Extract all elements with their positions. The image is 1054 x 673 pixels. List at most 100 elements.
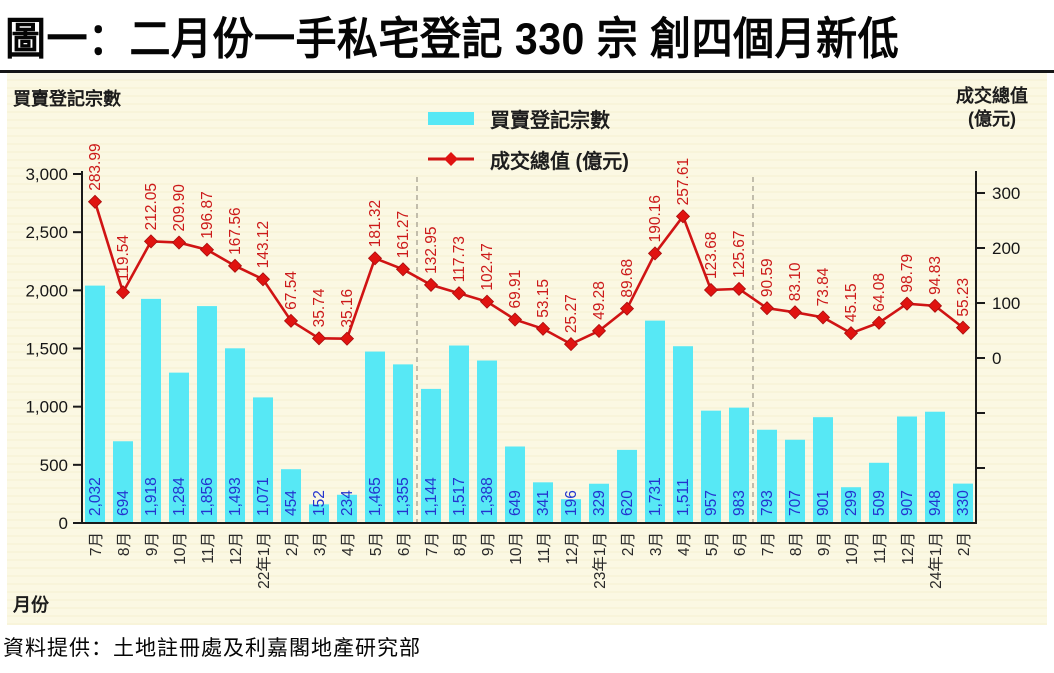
- right-axis-tick-label: 200: [992, 239, 1020, 258]
- diamond-marker-icon: [843, 326, 859, 341]
- bar-value-label: 152: [311, 490, 328, 516]
- bar-value-label: 2,032: [87, 477, 104, 516]
- line-value-label: 196.87: [199, 191, 216, 238]
- bar: [897, 416, 917, 522]
- right-axis-tick-label: 100: [992, 294, 1020, 313]
- diamond-marker-icon: [171, 235, 187, 250]
- diamond-marker-icon: [899, 296, 915, 311]
- diamond-marker-icon: [339, 331, 355, 346]
- bar: [309, 504, 329, 522]
- x-tick-label: 10月: [172, 532, 189, 565]
- bar-value-label: 1,731: [647, 477, 664, 516]
- line-value-label: 64.08: [871, 273, 888, 312]
- line-value-label: 212.05: [143, 183, 160, 230]
- bar: [841, 487, 861, 522]
- right-axis-title-line2: (億元): [968, 109, 1016, 129]
- diamond-marker-icon: [591, 323, 607, 338]
- bar: [85, 285, 105, 522]
- bar-value-label: 341: [535, 490, 552, 516]
- source-note: 資料提供：土地註冊處及利嘉閣地產研究部: [3, 637, 421, 660]
- bar-value-label: 649: [507, 490, 524, 516]
- bar-value-label: 1,465: [367, 477, 384, 516]
- line-value-label: 102.47: [479, 243, 496, 290]
- x-tick-label: 7月: [424, 532, 441, 556]
- legend: 買賣登記宗數 成交總值 (億元): [428, 106, 629, 188]
- x-tick-label: 5月: [368, 532, 385, 556]
- line-value-label: 117.73: [451, 236, 468, 282]
- bar-value-label: 509: [871, 490, 888, 516]
- left-axis-tick-label: 1,500: [25, 340, 68, 359]
- bar: [477, 360, 497, 522]
- line-value-labels: 283.99 119.54 212.05 209.90 196.87 167.56 143.…: [87, 143, 972, 333]
- x-tick-label: 2月: [284, 532, 301, 556]
- legend-line-label: 成交總值 (億元): [490, 150, 629, 173]
- title-divider: [0, 70, 1054, 73]
- diamond-marker-icon: [479, 294, 495, 309]
- bar-value-label: 983: [731, 490, 748, 516]
- line-diamond-swatch-icon: [428, 152, 474, 166]
- x-tick-label: 9月: [144, 532, 161, 556]
- chart-panel: [7, 73, 1047, 625]
- bar: [813, 417, 833, 522]
- left-axis-title: 買賣登記宗數: [13, 89, 121, 109]
- x-tick-label: 4月: [676, 532, 693, 556]
- bar-value-label: 1,511: [675, 478, 692, 516]
- x-tick-label: 7月: [88, 532, 105, 556]
- line-value-label: 98.79: [899, 254, 916, 293]
- diamond-marker-icon: [395, 262, 411, 277]
- line-value-label: 143.12: [255, 221, 272, 268]
- line-value-label: 25.27: [563, 294, 580, 333]
- x-tick-label: 12月: [564, 532, 581, 565]
- bar-value-label: 299: [843, 490, 860, 516]
- bar: [589, 483, 609, 522]
- x-tick-label: 10月: [844, 532, 861, 565]
- bar-value-label: 957: [703, 490, 720, 516]
- bar: [701, 410, 721, 522]
- bar-value-label: 793: [759, 490, 776, 516]
- bar: [925, 411, 945, 522]
- bar-value-label: 234: [339, 490, 356, 516]
- bar: [953, 483, 973, 522]
- diamond-marker-icon: [367, 251, 383, 266]
- diamond-marker-icon: [143, 234, 159, 249]
- bar: [673, 346, 693, 522]
- diamond-marker-icon: [87, 194, 103, 209]
- left-axis-tick-label: 2,000: [25, 281, 68, 300]
- bar-value-label: 196: [563, 490, 580, 516]
- x-axis-title: 月份: [13, 595, 49, 615]
- bar-value-label: 1,284: [171, 477, 188, 516]
- right-axis-title: 成交總值 (億元): [938, 85, 1046, 131]
- diamond-marker-icon: [507, 312, 523, 327]
- line-value-label: 45.15: [843, 283, 860, 322]
- line-value-label: 89.68: [619, 259, 636, 298]
- bar-value-label: 707: [787, 490, 804, 516]
- x-tick-label: 9月: [480, 532, 497, 556]
- bar-value-label: 330: [955, 490, 972, 516]
- line-markers: [87, 194, 971, 352]
- right-axis-tick-label: 0: [992, 349, 1001, 368]
- bar: [253, 397, 273, 522]
- bar-value-label: 1,517: [451, 477, 468, 516]
- line-value-label: 132.95: [423, 226, 440, 273]
- diamond-marker-icon: [955, 320, 971, 335]
- x-tick-label: 2月: [620, 532, 637, 556]
- diamond-marker-icon: [815, 310, 831, 325]
- diamond-marker-icon: [423, 277, 439, 292]
- bars-series: [85, 285, 973, 522]
- line-value-label: 257.61: [675, 158, 692, 205]
- x-tick-label: 5月: [704, 532, 721, 556]
- bar-value-label: 620: [619, 490, 636, 516]
- bar: [113, 441, 133, 522]
- bar: [729, 407, 749, 522]
- diamond-marker-icon: [703, 282, 719, 298]
- line-value-label: 161.27: [395, 211, 412, 258]
- bar: [337, 494, 357, 522]
- bar: [197, 306, 217, 522]
- bar: [561, 499, 581, 522]
- left-axis-tick-label: 500: [40, 456, 68, 475]
- bar-value-label: 1,071: [255, 477, 272, 516]
- x-axis-labels: 7月 8月 9月 10月 11月 12月 22年1月 2月 3月 4月 5月 6月 7月 8月 9月 10月 1…: [88, 532, 973, 589]
- line-value-label: 190.16: [647, 195, 664, 242]
- bar: [449, 345, 469, 522]
- line-value-label: 53.15: [535, 279, 552, 318]
